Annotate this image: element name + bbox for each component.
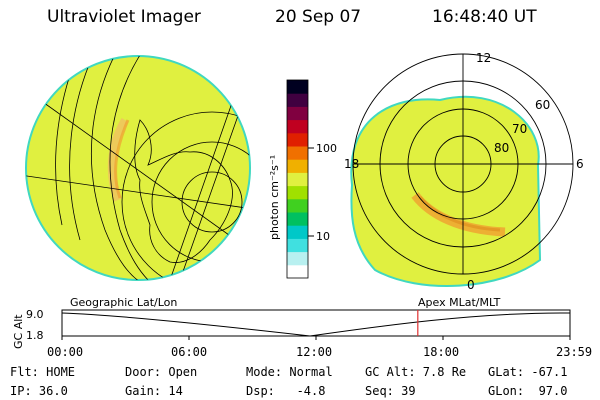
timeline-ylabel: GC Alt <box>12 314 25 349</box>
colorbar-unit-label: photon cm⁻²s⁻¹ <box>268 155 281 240</box>
colorbar-segment <box>287 93 308 107</box>
seq-status: Seq: 39 <box>365 384 416 398</box>
lat-label-80: 80 <box>494 141 509 155</box>
colorbar-segment <box>287 238 308 253</box>
timeline-ytop: 9.0 <box>26 308 44 321</box>
colorbar-segment <box>287 212 308 226</box>
xtick-1800: 18:00 <box>423 345 460 359</box>
colorbar-segment <box>287 185 308 200</box>
mlt-label-18: 18 <box>344 157 359 171</box>
date-label: 20 Sep 07 <box>275 7 362 27</box>
colorbar-segment <box>287 106 308 121</box>
flt-status: Flt: HOME <box>10 365 76 379</box>
xtick-2359: 23:59 <box>556 345 593 359</box>
xtick-0000: 00:00 <box>47 345 84 359</box>
timeline-ybottom: 1.8 <box>26 329 44 342</box>
colorbar-frame <box>286 79 309 279</box>
geographic-image <box>25 55 251 281</box>
mlt-label-12: 12 <box>476 51 491 65</box>
colorbar-segment <box>287 80 308 94</box>
colorbar-segment <box>287 225 308 239</box>
colorbar <box>286 79 309 279</box>
mlt-label-6: 6 <box>576 157 584 171</box>
glat-status: GLat: -67.1 <box>488 365 568 379</box>
glon-status: GLon: 97.0 <box>488 384 568 398</box>
geo-panel-label: Geographic Lat/Lon <box>70 296 177 309</box>
mlt-label-0: 0 <box>467 278 475 292</box>
door-status: Door: Open <box>125 365 198 379</box>
instrument-title: Ultraviolet Imager <box>47 7 201 27</box>
colorbar-segment <box>287 172 308 187</box>
polar-image: 12 18 6 0 60 70 80 <box>344 51 584 292</box>
xtick-1200: 12:00 <box>296 345 333 359</box>
lat-label-70: 70 <box>512 122 527 136</box>
colorbar-tick-10: 10 <box>316 230 330 243</box>
colorbar-segment <box>287 264 308 279</box>
gain-status: Gain: 14 <box>125 384 183 398</box>
ip-status: IP: 36.0 <box>10 384 68 398</box>
colorbar-segment <box>287 159 308 173</box>
colorbar-segment <box>287 132 308 147</box>
lat-label-60: 60 <box>535 98 550 112</box>
colorbar-segment <box>287 146 308 160</box>
gc-alt-status: GC Alt: 7.8 Re <box>365 365 467 379</box>
mode-status: Mode: Normal <box>246 365 333 379</box>
colorbar-segment <box>287 198 308 213</box>
time-label: 16:48:40 UT <box>432 7 537 27</box>
colorbar-segment <box>287 119 308 134</box>
altitude-timeline: GC Alt 9.0 1.8 <box>12 308 571 349</box>
dsp-status: Dsp: -4.8 <box>246 384 326 398</box>
xtick-0600: 06:00 <box>171 345 208 359</box>
colorbar-segment <box>287 251 308 266</box>
polar-panel-label: Apex MLat/MLT <box>418 296 501 309</box>
colorbar-ticks: 100 10 photon cm⁻²s⁻¹ <box>268 142 337 243</box>
colorbar-tick-100: 100 <box>316 142 337 155</box>
